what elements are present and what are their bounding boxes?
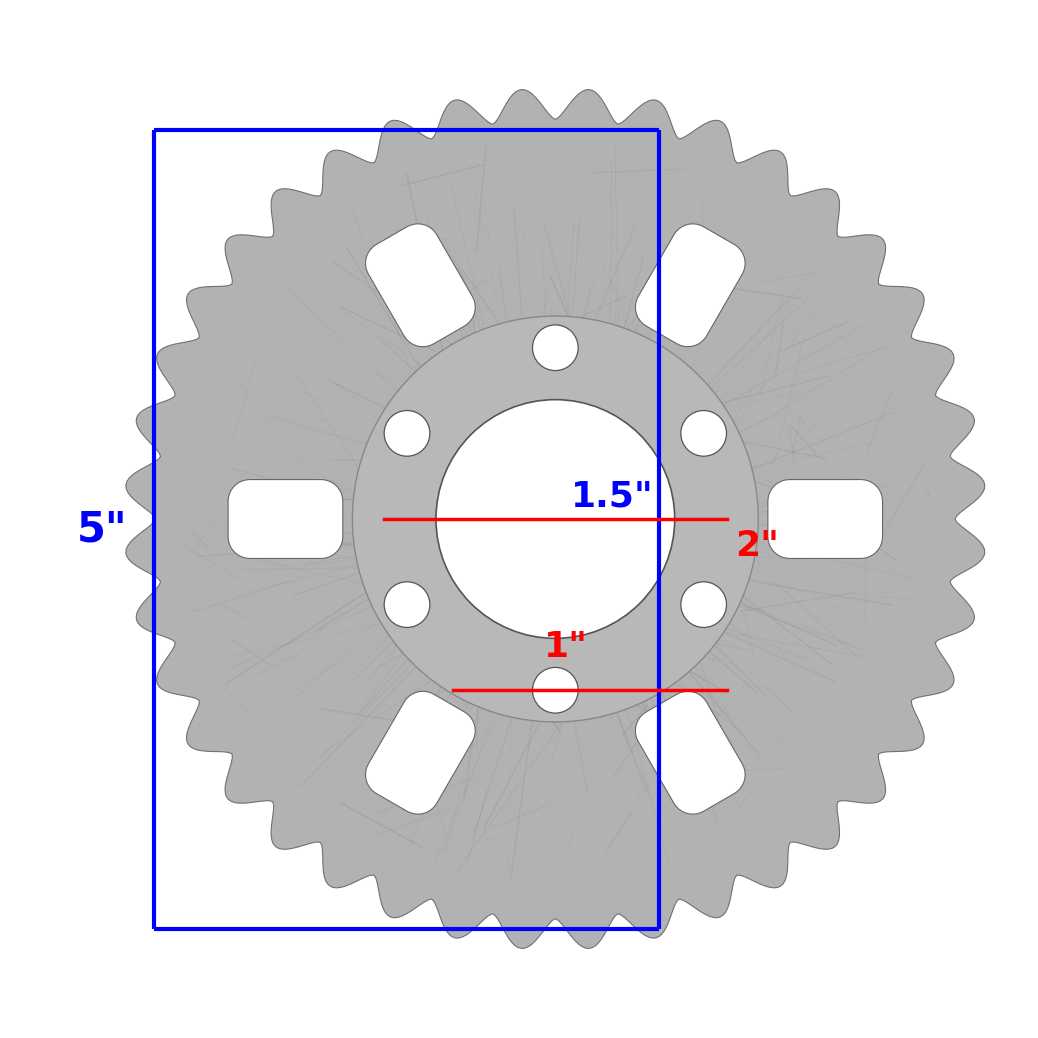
Text: 1": 1" bbox=[544, 630, 588, 664]
Polygon shape bbox=[635, 224, 745, 347]
Polygon shape bbox=[228, 480, 343, 558]
Circle shape bbox=[384, 581, 430, 627]
Text: 5": 5" bbox=[77, 509, 127, 550]
Circle shape bbox=[384, 410, 430, 457]
Circle shape bbox=[353, 316, 758, 722]
Circle shape bbox=[681, 410, 727, 457]
Polygon shape bbox=[635, 691, 745, 814]
Polygon shape bbox=[126, 89, 985, 949]
Circle shape bbox=[532, 325, 578, 371]
Polygon shape bbox=[365, 224, 475, 347]
Circle shape bbox=[532, 667, 578, 713]
Text: 2": 2" bbox=[735, 529, 778, 564]
Circle shape bbox=[681, 581, 727, 627]
Text: 1.5": 1.5" bbox=[571, 480, 654, 514]
Circle shape bbox=[436, 400, 675, 638]
Polygon shape bbox=[365, 691, 475, 814]
Polygon shape bbox=[768, 480, 882, 558]
